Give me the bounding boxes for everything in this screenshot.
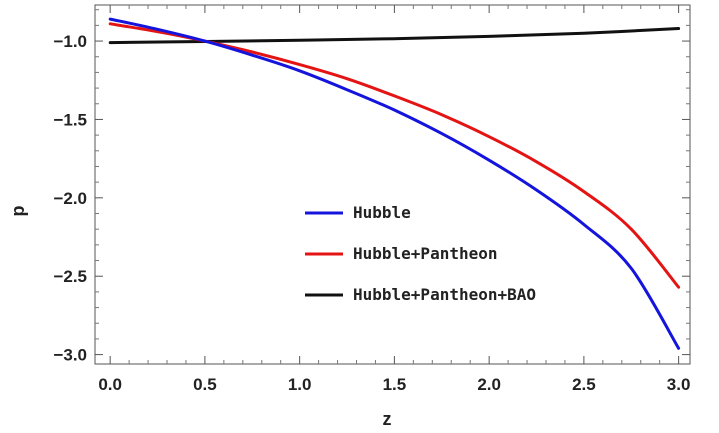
series-line-hubble: [108, 17, 681, 350]
x-tick-label: 2.0: [477, 375, 501, 394]
x-tick-label: 1.5: [383, 375, 407, 394]
x-tick-label: 1.0: [288, 375, 312, 394]
legend-label-hubble: Hubble: [353, 203, 411, 222]
y-axis-title: p: [8, 206, 28, 217]
x-tick-label: 2.5: [572, 375, 596, 394]
y-tick-label: −2.0: [53, 189, 87, 208]
y-tick-label: −1.0: [53, 32, 87, 51]
x-axis-title: z: [383, 409, 392, 429]
axis-ticks: [95, 5, 690, 364]
x-tick-label: 3.0: [667, 375, 691, 394]
plot-border: [94, 4, 691, 365]
plot-frame: [94, 4, 691, 365]
legend-label-hubble-pantheon: Hubble+Pantheon: [353, 244, 498, 263]
y-tick-label: −1.5: [53, 110, 87, 129]
legend: Hubble Hubble+Pantheon Hubble+Pantheon+BAO: [305, 203, 536, 304]
y-tick-label: −3.0: [53, 346, 87, 365]
x-tick-label: 0.0: [98, 375, 122, 394]
y-tick-label: −2.5: [53, 267, 87, 286]
series-group: [108, 17, 681, 350]
legend-label-hubble-pantheon-bao: Hubble+Pantheon+BAO: [353, 285, 536, 304]
x-tick-label: 0.5: [193, 375, 217, 394]
tick-labels: 0.0 0.5 1.0 1.5 2.0 2.5 3.0 −3.0 −2.5 −2.0 −1.5 −1.…: [53, 32, 690, 394]
